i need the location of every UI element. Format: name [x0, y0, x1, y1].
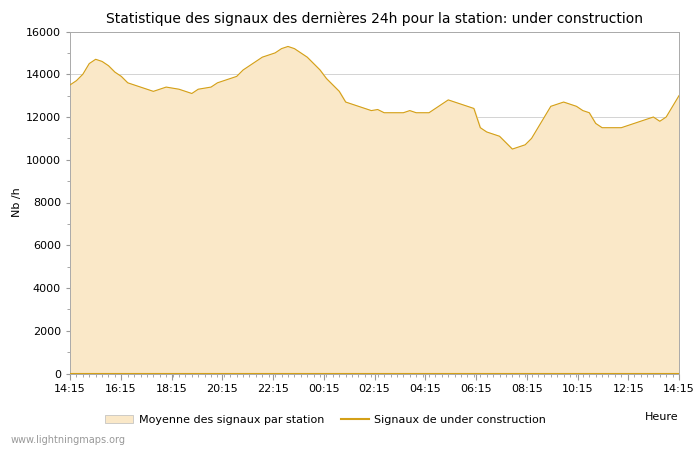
Text: Heure: Heure — [645, 412, 679, 423]
Text: www.lightningmaps.org: www.lightningmaps.org — [10, 435, 125, 445]
Legend: Moyenne des signaux par station, Signaux de under construction: Moyenne des signaux par station, Signaux… — [101, 410, 550, 429]
Title: Statistique des signaux des dernières 24h pour la station: under construction: Statistique des signaux des dernières 24… — [106, 12, 643, 26]
Y-axis label: Nb /h: Nb /h — [12, 188, 22, 217]
